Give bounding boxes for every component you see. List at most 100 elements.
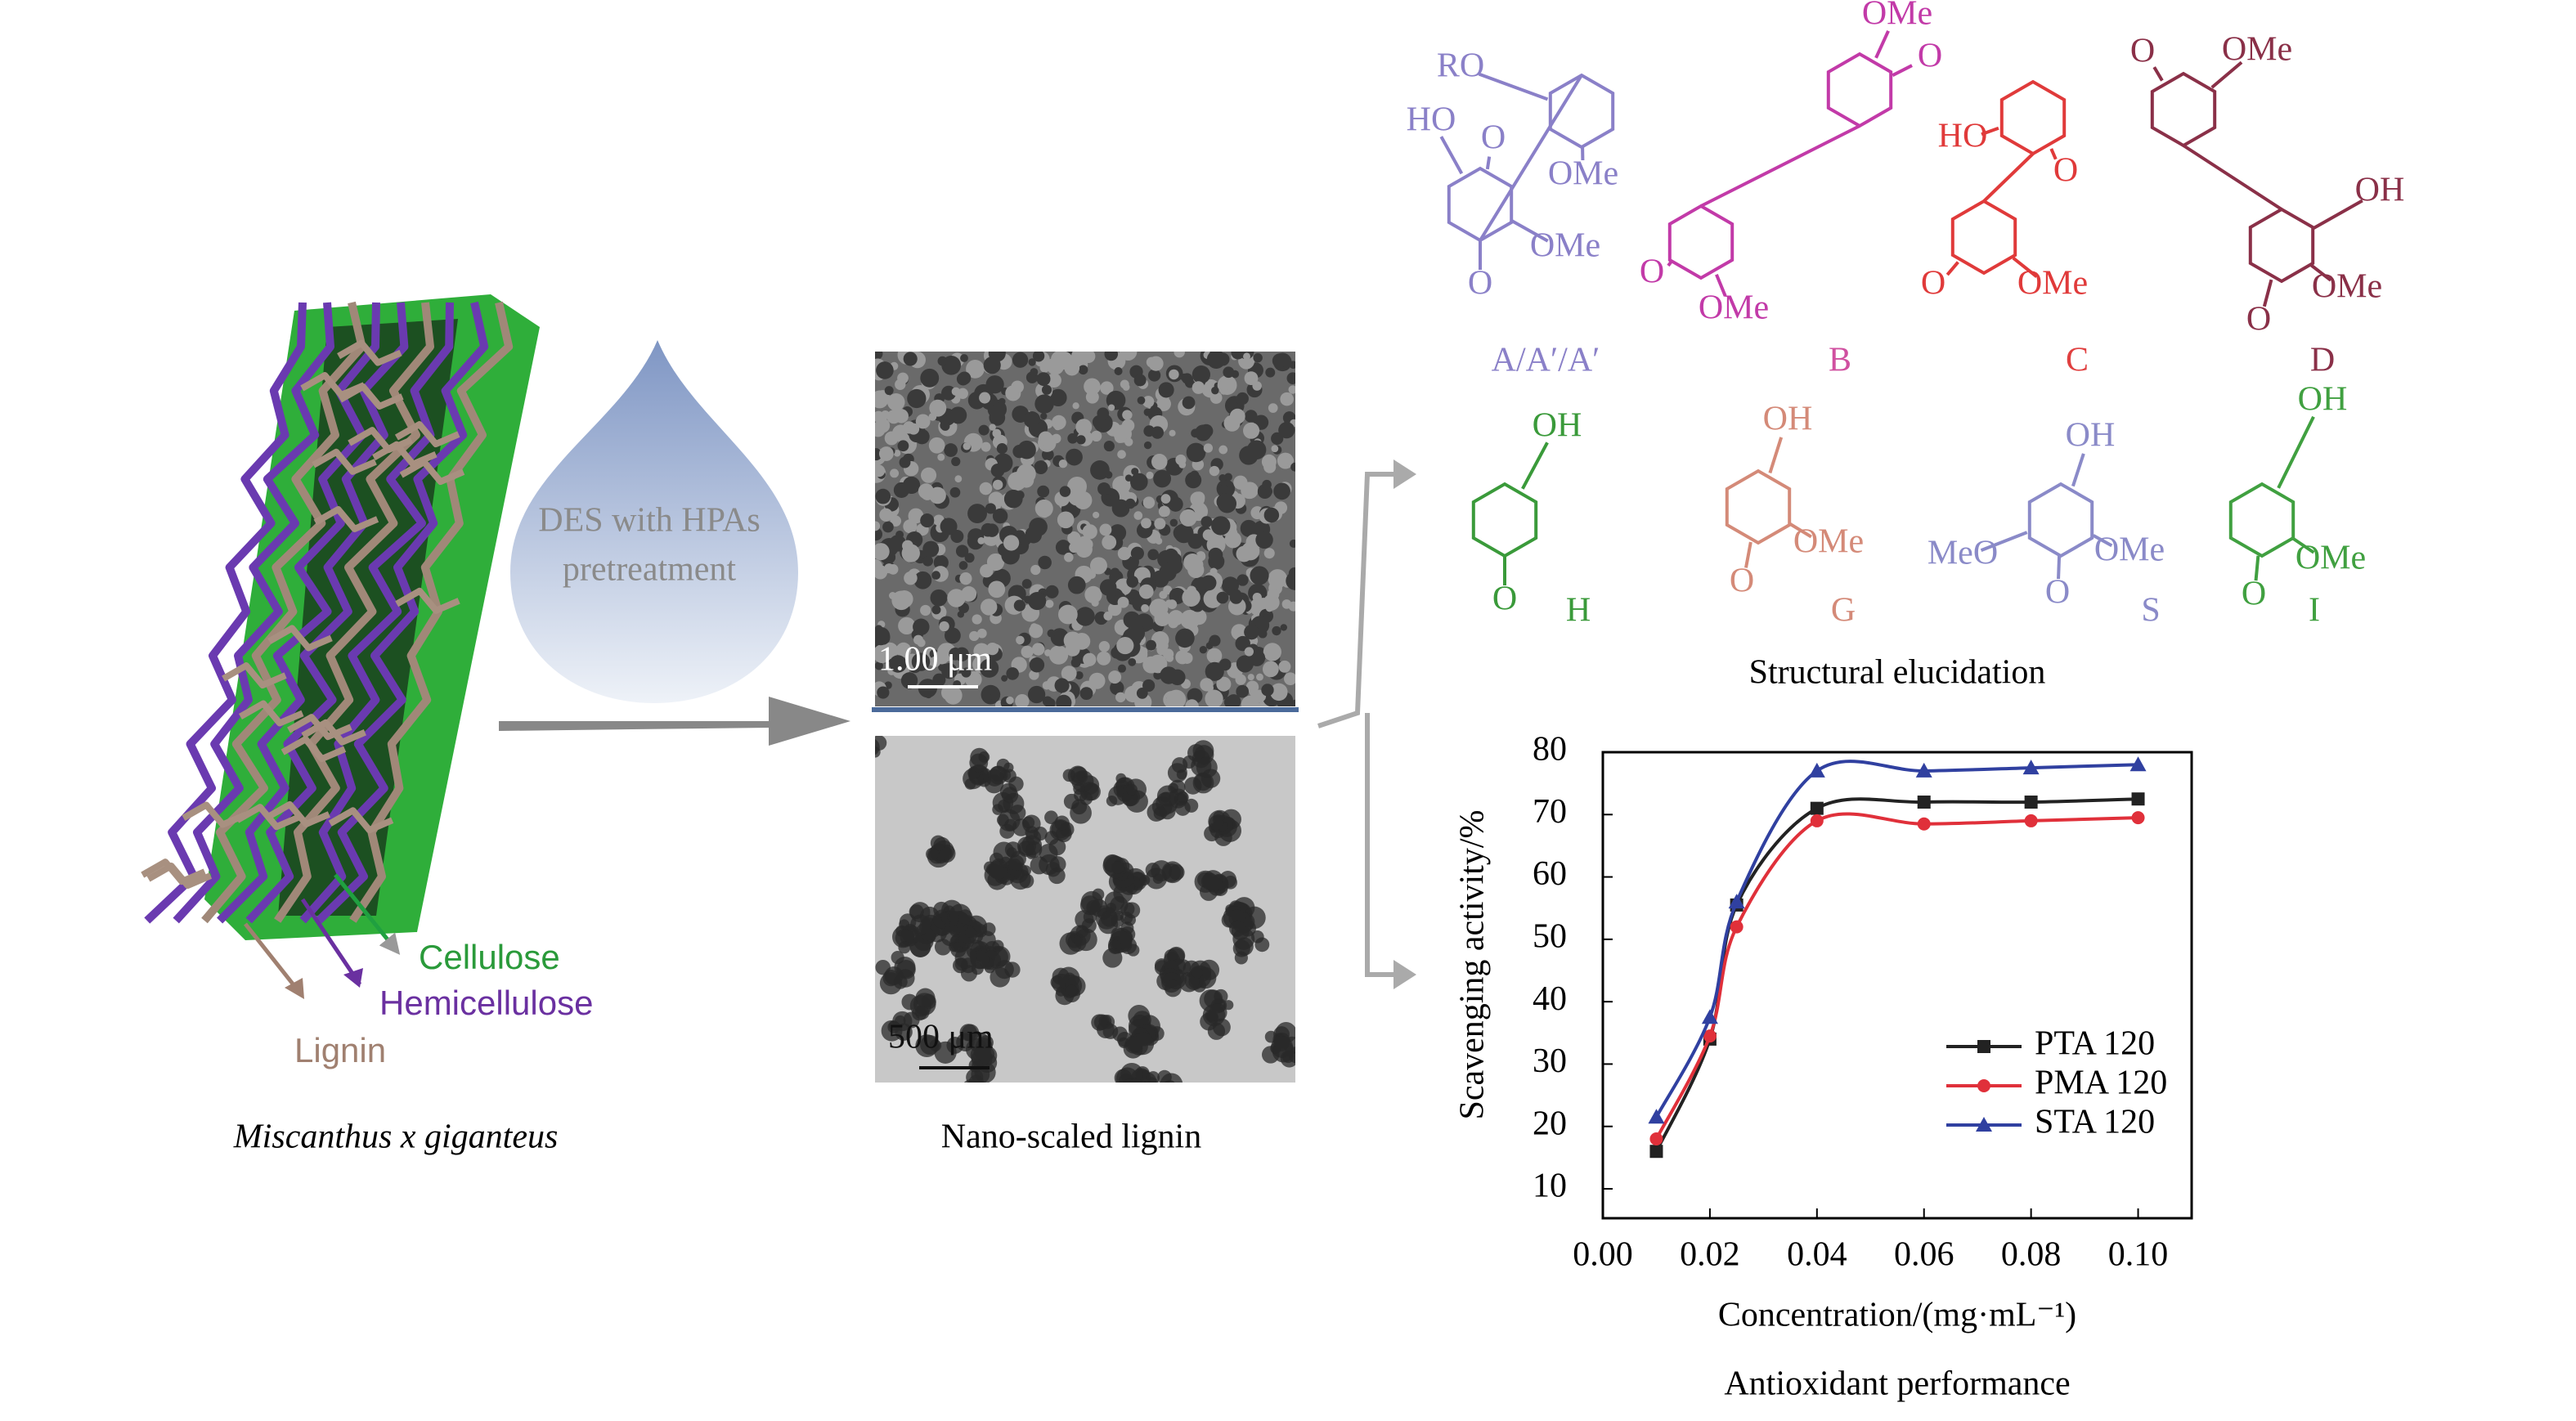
particle (1038, 431, 1053, 446)
particle (1130, 546, 1144, 560)
particle (897, 372, 909, 384)
particle (1073, 782, 1085, 796)
particle (970, 1087, 980, 1096)
particle (1075, 419, 1093, 436)
particle (964, 926, 976, 938)
particle (1191, 428, 1200, 438)
bond (2254, 555, 2260, 581)
particle (1159, 590, 1168, 599)
bond (1667, 261, 1672, 267)
particle (1195, 424, 1212, 442)
bond (1439, 136, 1464, 175)
particle (922, 540, 940, 558)
bond (1945, 261, 1959, 276)
bond (1768, 437, 1784, 474)
particle (928, 437, 945, 454)
particle (1216, 676, 1232, 692)
particle (964, 778, 976, 790)
ring (2027, 482, 2094, 558)
particle (930, 589, 948, 607)
particle (1108, 670, 1122, 684)
structure-label: B (1829, 342, 1851, 379)
bond (1715, 273, 1727, 297)
particle (1120, 379, 1129, 389)
particle (895, 929, 913, 948)
particle (1117, 596, 1129, 608)
particle (1133, 511, 1143, 520)
particle (1280, 624, 1288, 631)
particle (921, 467, 937, 483)
particle (1285, 455, 1295, 465)
particle (1179, 509, 1197, 527)
particle (1027, 685, 1046, 704)
particle (1176, 769, 1187, 780)
fiber (299, 302, 454, 924)
particle (958, 561, 968, 570)
particle (1103, 611, 1113, 621)
lignin-fiber (395, 587, 460, 614)
particle (1055, 540, 1071, 555)
particle (1013, 599, 1025, 612)
particle (939, 621, 949, 632)
particle (1155, 537, 1163, 545)
particle (1091, 1014, 1108, 1031)
particle (1034, 460, 1048, 474)
ring (2150, 71, 2217, 148)
ring (1548, 73, 1615, 150)
particle (1078, 365, 1088, 375)
particle (1003, 489, 1023, 509)
atom-label: OMe (2094, 531, 2165, 569)
lignin-fiber (141, 858, 206, 885)
atom-label: OH (2298, 381, 2348, 419)
particle (1156, 397, 1171, 411)
particle (937, 453, 945, 461)
particle (982, 922, 996, 936)
particle (1154, 635, 1161, 643)
caption: Antioxidant performance (1724, 1365, 2070, 1403)
particle (1278, 660, 1291, 673)
particle (1187, 533, 1204, 549)
particle (1001, 545, 1020, 565)
particle (1117, 546, 1132, 561)
bond (1521, 442, 1549, 490)
particle (879, 508, 893, 522)
particle (902, 476, 921, 495)
particle (1106, 902, 1117, 913)
atom-label: OH (2066, 417, 2116, 455)
bond (2182, 144, 2283, 211)
particle (893, 450, 901, 457)
particle (1106, 795, 1118, 807)
ring (1667, 204, 1735, 280)
structure-label: I (2309, 592, 2320, 630)
particle (1147, 549, 1159, 561)
particle (980, 598, 998, 616)
particle (1021, 645, 1034, 658)
particle (988, 581, 1006, 598)
particle (1079, 687, 1093, 701)
particle (1235, 674, 1246, 685)
particle (1203, 589, 1223, 608)
particle (979, 392, 991, 404)
particle (1120, 902, 1135, 917)
particle (1163, 548, 1179, 564)
particle (1045, 599, 1054, 608)
particle (1025, 526, 1043, 544)
particle (1264, 487, 1273, 495)
particle (1097, 651, 1111, 666)
particle (954, 475, 963, 483)
bond (1700, 124, 1860, 208)
particle (1203, 443, 1214, 453)
particle (1124, 474, 1133, 482)
particle (1102, 535, 1117, 550)
particle (1042, 681, 1052, 690)
particle (1280, 392, 1294, 406)
particle (875, 661, 883, 670)
bond (2049, 148, 2058, 160)
scale-bar-label: 1.00 μm (878, 641, 993, 679)
particle (1196, 756, 1218, 778)
particle (1040, 412, 1048, 420)
atom-label: OMe (1548, 155, 1618, 193)
particle (954, 647, 969, 661)
atom-label: OMe (2222, 31, 2292, 69)
label: pretreatment (563, 551, 737, 589)
